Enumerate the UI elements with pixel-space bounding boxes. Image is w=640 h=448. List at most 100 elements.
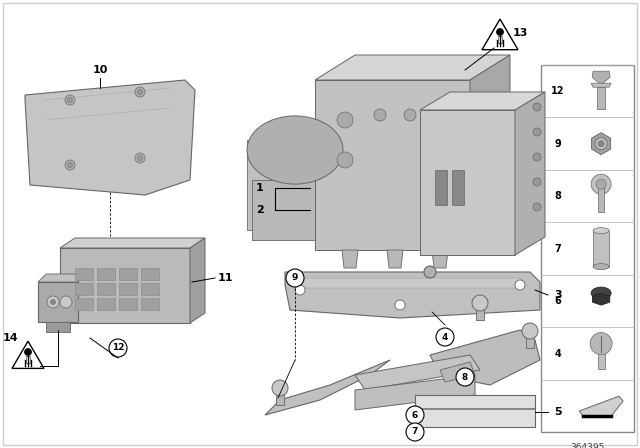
Polygon shape [420,92,545,110]
FancyBboxPatch shape [75,298,93,310]
Circle shape [436,328,454,346]
Circle shape [138,155,143,160]
Polygon shape [25,80,195,195]
Polygon shape [295,278,525,288]
Ellipse shape [593,263,609,270]
Text: ⏻: ⏻ [497,35,502,44]
Text: 7: 7 [554,244,561,254]
Circle shape [406,406,424,424]
Circle shape [67,163,72,168]
Polygon shape [265,360,390,415]
Circle shape [522,323,538,339]
Text: 4: 4 [554,349,561,358]
Polygon shape [440,362,475,382]
Polygon shape [252,180,338,240]
Ellipse shape [593,228,609,234]
Ellipse shape [247,116,343,184]
Text: 10: 10 [92,65,108,75]
Circle shape [374,109,386,121]
Text: 6: 6 [554,296,561,306]
Polygon shape [432,250,448,268]
Circle shape [404,109,416,121]
Circle shape [424,266,436,278]
Polygon shape [355,375,475,410]
Polygon shape [591,133,611,155]
FancyBboxPatch shape [75,268,93,280]
Polygon shape [420,110,515,255]
FancyBboxPatch shape [141,298,159,310]
Circle shape [138,90,143,95]
Circle shape [598,141,604,146]
Polygon shape [526,333,534,348]
FancyBboxPatch shape [97,283,115,295]
Polygon shape [60,238,205,248]
Polygon shape [355,355,480,390]
Text: ⏻: ⏻ [26,356,31,365]
FancyBboxPatch shape [435,170,447,205]
Text: 8: 8 [554,191,561,201]
Circle shape [472,295,488,311]
Polygon shape [593,231,609,267]
FancyBboxPatch shape [97,298,115,310]
Polygon shape [470,55,510,250]
FancyBboxPatch shape [119,268,137,280]
Circle shape [497,29,504,35]
Polygon shape [60,248,190,323]
FancyBboxPatch shape [541,65,634,432]
Text: 12: 12 [112,344,124,353]
Circle shape [590,332,612,355]
Circle shape [533,203,541,211]
Circle shape [533,153,541,161]
Polygon shape [315,55,510,80]
Text: 3: 3 [554,290,562,300]
Circle shape [24,349,31,356]
FancyBboxPatch shape [415,395,535,427]
Polygon shape [591,83,611,87]
Circle shape [533,178,541,186]
Text: 11: 11 [217,273,233,283]
Polygon shape [276,390,284,405]
Text: 1: 1 [256,183,264,193]
FancyBboxPatch shape [452,170,464,205]
Ellipse shape [591,287,611,299]
Circle shape [286,269,304,287]
Circle shape [596,179,606,189]
Circle shape [47,296,59,308]
Circle shape [533,128,541,136]
Polygon shape [430,330,540,385]
Polygon shape [387,250,403,268]
Circle shape [533,103,541,111]
Polygon shape [247,140,343,230]
Circle shape [595,138,607,150]
Polygon shape [515,92,545,255]
Circle shape [337,152,353,168]
FancyBboxPatch shape [119,298,137,310]
Polygon shape [12,341,44,368]
Circle shape [60,296,72,308]
Circle shape [135,153,145,163]
Circle shape [395,300,405,310]
Polygon shape [285,272,540,318]
FancyBboxPatch shape [75,283,93,295]
Polygon shape [38,282,78,322]
Text: 4: 4 [442,332,448,341]
Polygon shape [38,274,86,282]
Text: 364395: 364395 [570,443,604,448]
FancyBboxPatch shape [415,408,535,410]
Polygon shape [190,238,205,323]
Circle shape [337,112,353,128]
Polygon shape [592,71,610,83]
FancyBboxPatch shape [597,87,605,109]
FancyBboxPatch shape [598,184,604,212]
Circle shape [109,339,127,357]
Text: 9: 9 [292,273,298,283]
FancyBboxPatch shape [119,283,137,295]
Circle shape [67,98,72,103]
Polygon shape [579,396,623,416]
Text: 12: 12 [551,86,564,96]
Circle shape [295,285,305,295]
Text: 8: 8 [462,372,468,382]
Circle shape [406,423,424,441]
FancyBboxPatch shape [141,268,159,280]
Circle shape [135,87,145,97]
